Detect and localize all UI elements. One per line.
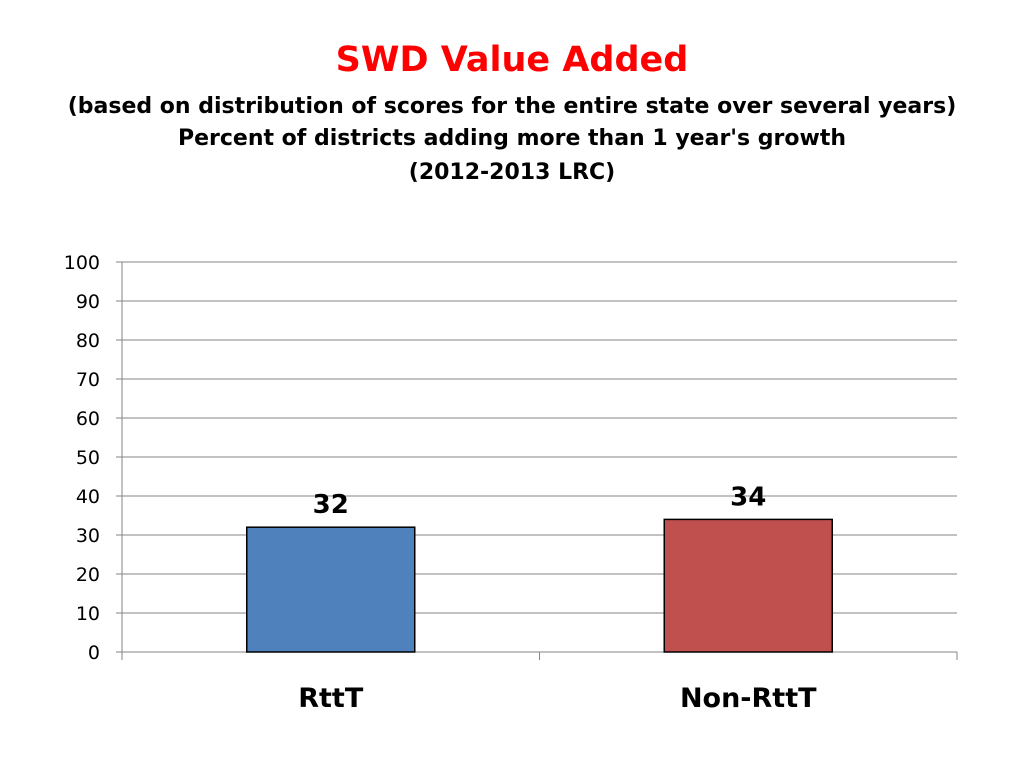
y-tick-label: 10: [76, 603, 100, 625]
y-tick-label: 80: [76, 330, 100, 352]
chart-subtitle-1: (based on distribution of scores for the…: [67, 94, 957, 119]
y-tick-label: 40: [76, 486, 100, 508]
y-tick-label: 100: [64, 252, 100, 274]
y-tick-label: 60: [76, 408, 100, 430]
y-tick-label: 90: [76, 291, 100, 313]
y-tick-label: 70: [76, 369, 100, 391]
y-tick-label: 30: [76, 525, 100, 547]
x-tick-label: RttT: [298, 683, 364, 714]
data-label: 34: [730, 482, 766, 512]
bar-rttt: [246, 526, 416, 653]
x-tick-label: Non-RttT: [680, 683, 817, 714]
chart-subtitle-3: (2012-2013 LRC): [408, 160, 616, 185]
chart-subtitle-2: Percent of districts adding more than 1 …: [177, 126, 847, 151]
bar-non-rttt: [663, 518, 833, 653]
chart-title: SWD Value Added: [335, 40, 689, 80]
y-tick-label: 50: [76, 447, 100, 469]
data-label: 32: [313, 490, 349, 520]
y-tick-label: 0: [88, 642, 100, 664]
y-tick-label: 20: [76, 564, 100, 586]
